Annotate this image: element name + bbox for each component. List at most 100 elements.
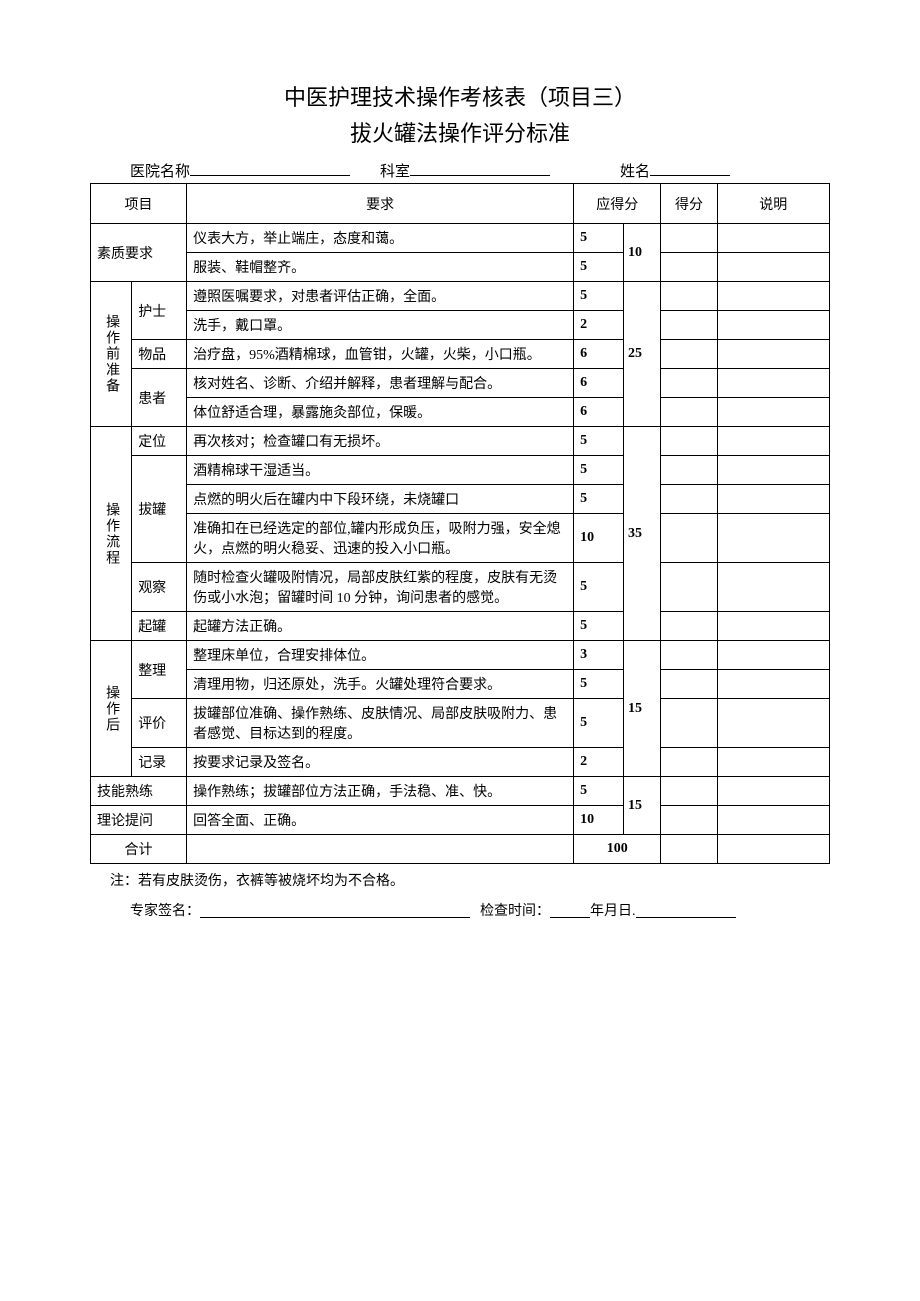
cat-skill: 技能熟练 (91, 777, 187, 806)
total-score: 100 (574, 835, 661, 864)
sub-record: 记录 (132, 748, 187, 777)
req-cell: 治疗盘，95%酒精棉球，血管钳，火罐，火柴，小口瓶。 (187, 340, 574, 369)
total-label: 合计 (91, 835, 187, 864)
cat-theory: 理论提问 (91, 806, 187, 835)
table-header-row: 项目 要求 应得分 得分 说明 (91, 184, 830, 224)
header-fields: 医院名称 科室 姓名 (90, 158, 830, 181)
table-row: 拔罐 酒精棉球干湿适当。 5 (91, 456, 830, 485)
table-row: 理论提问 回答全面、正确。 10 (91, 806, 830, 835)
hospital-label: 医院名称 (130, 160, 190, 181)
defen-cell (661, 311, 717, 340)
req-cell: 按要求记录及签名。 (187, 748, 574, 777)
defen-cell (661, 514, 717, 563)
table-row: 物品 治疗盘，95%酒精棉球，血管钳，火罐，火柴，小口瓶。 6 (91, 340, 830, 369)
col-score: 得分 (661, 184, 717, 224)
subtotal-cell: 10 (624, 224, 661, 282)
req-cell: 回答全面、正确。 (187, 806, 574, 835)
score-cell: 5 (574, 427, 624, 456)
note-cell (717, 563, 829, 612)
footnote: 注：若有皮肤烫伤，衣裤等被烧坏均为不合格。 (90, 870, 830, 890)
note-cell (717, 224, 829, 253)
req-cell: 体位舒适合理，暴露施灸部位，保暖。 (187, 398, 574, 427)
table-row: 操作前准备 护士 遵照医嘱要求，对患者评估正确，全面。 5 25 (91, 282, 830, 311)
expert-sign-label: 专家签名： (130, 900, 200, 920)
defen-cell (661, 777, 717, 806)
note-cell (717, 340, 829, 369)
defen-cell (661, 612, 717, 641)
date-blank (636, 900, 736, 918)
assessment-table: 项目 要求 应得分 得分 说明 素质要求 仪表大方，举止端庄，态度和蔼。 5 1… (90, 183, 830, 864)
req-cell: 核对姓名、诊断、介绍并解释，患者理解与配合。 (187, 369, 574, 398)
sub-remove: 起罐 (132, 612, 187, 641)
note-cell (717, 427, 829, 456)
score-cell: 5 (574, 253, 624, 282)
date-suffix: 年月日. (590, 900, 636, 920)
score-cell: 10 (574, 806, 624, 835)
score-cell: 2 (574, 311, 624, 340)
defen-cell (661, 369, 717, 398)
req-cell: 遵照医嘱要求，对患者评估正确，全面。 (187, 282, 574, 311)
expert-sign-blank (200, 900, 470, 918)
hospital-blank (190, 158, 350, 176)
note-cell (717, 369, 829, 398)
note-cell (717, 253, 829, 282)
col-note: 说明 (717, 184, 829, 224)
score-cell: 5 (574, 485, 624, 514)
note-cell (717, 777, 829, 806)
dept-label: 科室 (380, 160, 410, 181)
subtotal-cell: 35 (624, 427, 661, 641)
note-cell (717, 282, 829, 311)
cat-process: 操作流程 (91, 427, 132, 641)
defen-cell (661, 398, 717, 427)
defen-cell (661, 253, 717, 282)
cat-quality: 素质要求 (91, 224, 187, 282)
req-cell: 准确扣在已经选定的部位,罐内形成负压，吸附力强，安全熄火，点燃的明火稳妥、迅速的… (187, 514, 574, 563)
score-cell: 2 (574, 748, 624, 777)
score-cell: 5 (574, 456, 624, 485)
req-cell: 仪表大方，举止端庄，态度和蔼。 (187, 224, 574, 253)
table-row: 记录 按要求记录及签名。 2 (91, 748, 830, 777)
sub-tidy: 整理 (132, 641, 187, 699)
req-cell: 操作熟练；拔罐部位方法正确，手法稳、准、快。 (187, 777, 574, 806)
sub-cupping: 拔罐 (132, 456, 187, 563)
defen-cell (661, 485, 717, 514)
subtotal-cell: 15 (624, 777, 661, 835)
table-row: 技能熟练 操作熟练；拔罐部位方法正确，手法稳、准、快。 5 15 (91, 777, 830, 806)
score-cell: 5 (574, 563, 624, 612)
table-row: 操作流程 定位 再次核对；检查罐口有无损坏。 5 35 (91, 427, 830, 456)
check-time-blank (550, 900, 590, 918)
signature-row: 专家签名： 检查时间： 年月日. (90, 900, 830, 920)
col-item: 项目 (91, 184, 187, 224)
table-row: 体位舒适合理，暴露施灸部位，保暖。 6 (91, 398, 830, 427)
defen-cell (661, 699, 717, 748)
cat-after: 操作后 (91, 641, 132, 777)
col-possible: 应得分 (574, 184, 661, 224)
score-cell: 10 (574, 514, 624, 563)
req-cell (187, 835, 574, 864)
req-cell: 起罐方法正确。 (187, 612, 574, 641)
note-cell (717, 748, 829, 777)
table-row: 洗手，戴口罩。 2 (91, 311, 830, 340)
subtotal-cell: 25 (624, 282, 661, 427)
table-row: 点燃的明火后在罐内中下段环绕，未烧罐口 5 (91, 485, 830, 514)
req-cell: 清理用物，归还原处，洗手。火罐处理符合要求。 (187, 670, 574, 699)
defen-cell (661, 282, 717, 311)
defen-cell (661, 563, 717, 612)
note-cell (717, 835, 829, 864)
note-cell (717, 612, 829, 641)
sub-observe: 观察 (132, 563, 187, 612)
score-cell: 5 (574, 282, 624, 311)
name-label: 姓名 (620, 160, 650, 181)
req-cell: 点燃的明火后在罐内中下段环绕，未烧罐口 (187, 485, 574, 514)
dept-blank (410, 158, 550, 176)
total-row: 合计 100 (91, 835, 830, 864)
cat-prep: 操作前准备 (91, 282, 132, 427)
req-cell: 服装、鞋帽整齐。 (187, 253, 574, 282)
score-cell: 3 (574, 641, 624, 670)
check-time-label: 检查时间： (480, 900, 550, 920)
req-cell: 再次核对；检查罐口有无损坏。 (187, 427, 574, 456)
table-row: 准确扣在已经选定的部位,罐内形成负压，吸附力强，安全熄火，点燃的明火稳妥、迅速的… (91, 514, 830, 563)
sub-position: 定位 (132, 427, 187, 456)
sub-eval: 评价 (132, 699, 187, 748)
note-cell (717, 806, 829, 835)
